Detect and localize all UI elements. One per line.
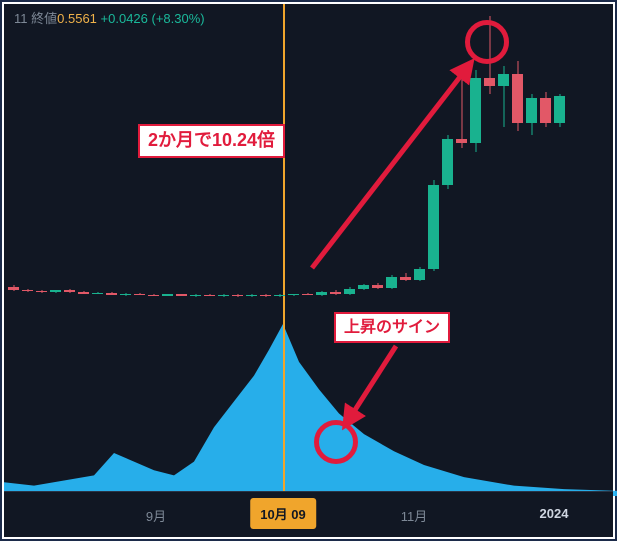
annotation-circle-signal	[314, 420, 358, 464]
xaxis-highlight: 10月 09	[250, 498, 316, 529]
chart-frame: 11 終値0.5561 +0.0426 (+8.30%) 2か月で10.24倍上…	[0, 0, 617, 541]
annotation-label-gain: 2か月で10.24倍	[138, 124, 285, 158]
xaxis-tick: 2024	[540, 506, 569, 521]
xaxis-tick: 9月	[146, 506, 166, 525]
chart-area[interactable]: 11 終値0.5561 +0.0426 (+8.30%) 2か月で10.24倍上…	[4, 4, 613, 496]
annotation-arrow	[4, 4, 617, 496]
x-axis: 9月 11月 2024 10月 09	[4, 491, 613, 537]
annotation-label-signal: 上昇のサイン	[334, 312, 450, 343]
xaxis-tick: 11月	[401, 506, 428, 525]
annotation-circle-peak	[465, 20, 509, 64]
